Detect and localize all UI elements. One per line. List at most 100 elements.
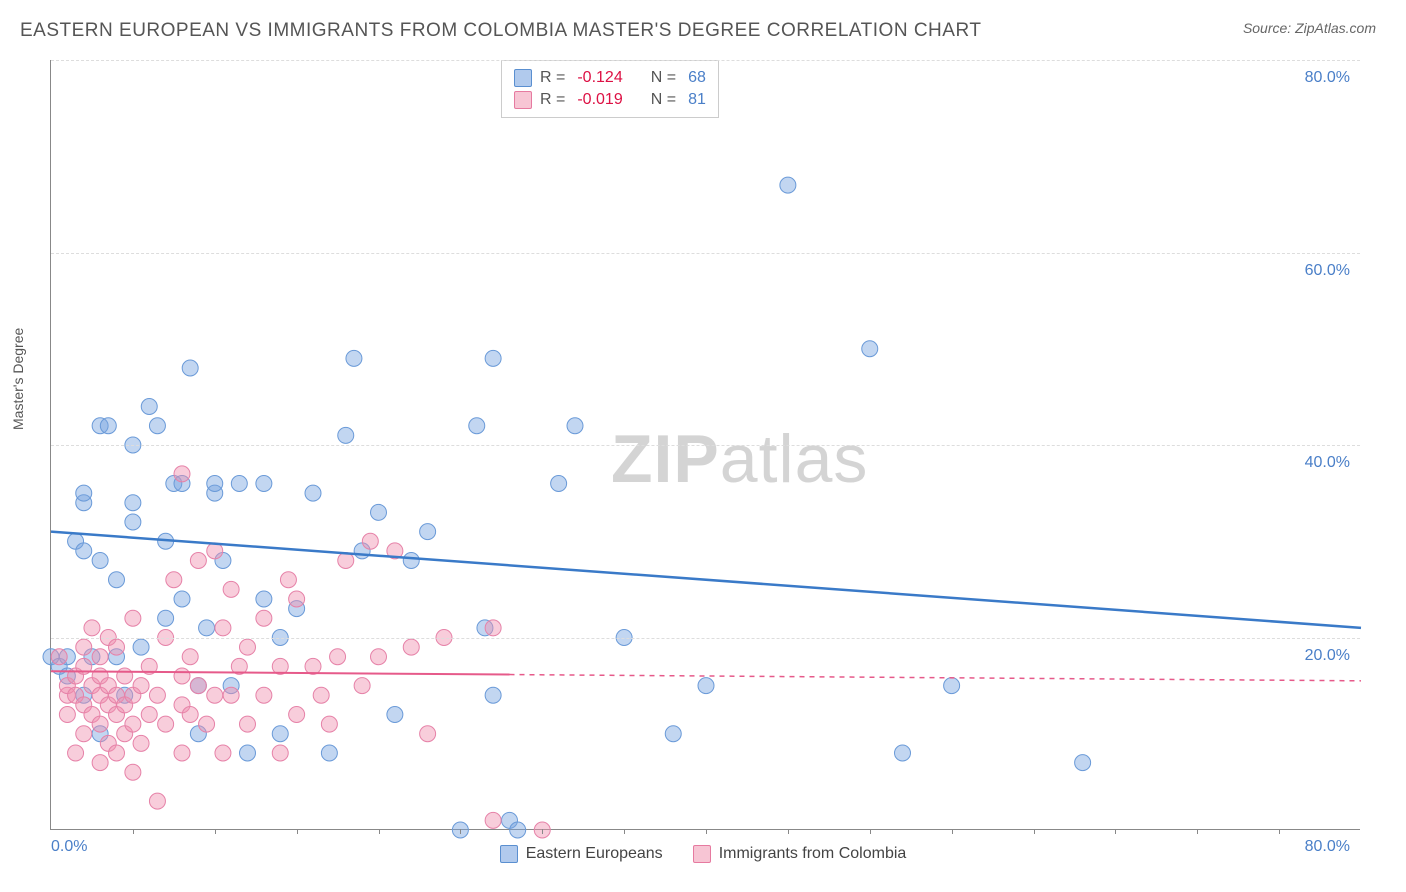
scatter-point: [321, 745, 337, 761]
scatter-point: [289, 591, 305, 607]
scatter-point: [92, 553, 108, 569]
scatter-point: [109, 639, 125, 655]
scatter-point: [305, 658, 321, 674]
scatter-point: [895, 745, 911, 761]
scatter-point: [76, 543, 92, 559]
chart-title: EASTERN EUROPEAN VS IMMIGRANTS FROM COLO…: [20, 20, 981, 42]
scatter-point: [346, 350, 362, 366]
legend-item-1: Immigrants from Colombia: [693, 845, 907, 863]
chart-container: R = -0.124 N = 68 R = -0.019 N = 81 ZIPa…: [50, 60, 1360, 830]
stat-r-label: R =: [540, 69, 565, 87]
scatter-point: [174, 466, 190, 482]
scatter-point: [109, 572, 125, 588]
scatter-point: [92, 755, 108, 771]
scatter-point: [485, 812, 501, 828]
scatter-point: [272, 745, 288, 761]
stat-r-label: R =: [540, 91, 565, 109]
scatter-point: [68, 745, 84, 761]
scatter-point: [207, 476, 223, 492]
scatter-point: [92, 716, 108, 732]
scatter-point: [125, 764, 141, 780]
scatter-point: [862, 341, 878, 357]
scatter-point: [551, 476, 567, 492]
xtick-mark: [133, 829, 134, 834]
gridline-h: [51, 638, 1360, 639]
scatter-point: [338, 427, 354, 443]
plot-area: R = -0.124 N = 68 R = -0.019 N = 81 ZIPa…: [50, 60, 1360, 830]
scatter-point: [387, 707, 403, 723]
xtick-mark: [624, 829, 625, 834]
swatch-blue-icon: [500, 845, 518, 863]
scatter-point: [190, 553, 206, 569]
scatter-point: [403, 553, 419, 569]
trend-line-dashed: [510, 675, 1362, 681]
scatter-point: [780, 177, 796, 193]
stat-r-value-1: -0.019: [577, 91, 622, 109]
scatter-point: [174, 591, 190, 607]
legend-label-0: Eastern Europeans: [526, 845, 663, 863]
stats-row-1: R = -0.019 N = 81: [514, 89, 706, 111]
scatter-point: [125, 495, 141, 511]
ytick-label: 80.0%: [1305, 69, 1350, 87]
source-name: ZipAtlas.com: [1295, 20, 1376, 36]
scatter-point: [199, 716, 215, 732]
scatter-point: [420, 524, 436, 540]
scatter-point: [182, 707, 198, 723]
scatter-point: [117, 668, 133, 684]
scatter-point: [362, 533, 378, 549]
trend-line: [51, 532, 1361, 628]
scatter-point: [92, 649, 108, 665]
scatter-point: [256, 591, 272, 607]
scatter-point: [109, 745, 125, 761]
xtick-mark: [706, 829, 707, 834]
xtick-mark: [215, 829, 216, 834]
scatter-point: [403, 639, 419, 655]
legend-item-0: Eastern Europeans: [500, 845, 663, 863]
scatter-point: [354, 678, 370, 694]
scatter-point: [256, 687, 272, 703]
scatter-point: [231, 476, 247, 492]
scatter-point: [174, 668, 190, 684]
scatter-point: [100, 418, 116, 434]
xtick-mark: [379, 829, 380, 834]
scatter-point: [510, 822, 526, 838]
xtick-mark: [1034, 829, 1035, 834]
scatter-point: [698, 678, 714, 694]
xtick-mark: [460, 829, 461, 834]
bottom-legend: Eastern Europeans Immigrants from Colomb…: [0, 845, 1406, 863]
scatter-point: [149, 793, 165, 809]
scatter-point: [371, 504, 387, 520]
swatch-pink-icon: [514, 91, 532, 109]
scatter-point: [280, 572, 296, 588]
scatter-point: [141, 707, 157, 723]
y-axis-label: Master's Degree: [10, 328, 26, 430]
scatter-point: [182, 649, 198, 665]
stat-n-value-0: 68: [688, 69, 706, 87]
xtick-mark: [870, 829, 871, 834]
xtick-mark: [1197, 829, 1198, 834]
gridline-h: [51, 253, 1360, 254]
stats-box: R = -0.124 N = 68 R = -0.019 N = 81: [501, 60, 719, 118]
scatter-point: [207, 687, 223, 703]
scatter-point: [51, 649, 67, 665]
scatter-point: [223, 687, 239, 703]
xtick-mark: [542, 829, 543, 834]
stat-n-label: N =: [651, 69, 676, 87]
scatter-point: [158, 610, 174, 626]
stat-n-value-1: 81: [688, 91, 706, 109]
scatter-point: [371, 649, 387, 665]
scatter-point: [240, 716, 256, 732]
scatter-point: [59, 707, 75, 723]
scatter-point: [289, 707, 305, 723]
legend-label-1: Immigrants from Colombia: [719, 845, 907, 863]
scatter-point: [485, 620, 501, 636]
xtick-mark: [1115, 829, 1116, 834]
scatter-point: [133, 678, 149, 694]
ytick-label: 40.0%: [1305, 454, 1350, 472]
scatter-point: [305, 485, 321, 501]
scatter-point: [182, 360, 198, 376]
xtick-mark: [1279, 829, 1280, 834]
scatter-point: [166, 572, 182, 588]
stats-row-0: R = -0.124 N = 68: [514, 67, 706, 89]
scatter-point: [125, 514, 141, 530]
